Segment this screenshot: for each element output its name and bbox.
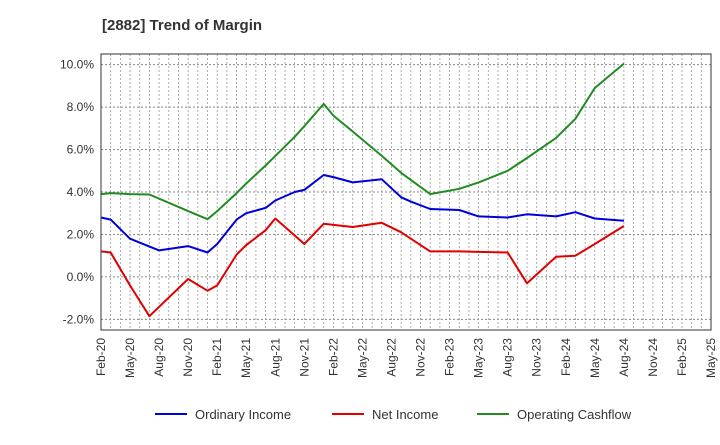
x-tick-label: Feb-25: [675, 338, 689, 376]
y-tick-label: 10.0%: [60, 58, 94, 72]
legend-label-operating-cashflow: Operating Cashflow: [517, 407, 632, 422]
series-lines: [100, 62, 625, 318]
x-tick-label: Nov-20: [181, 338, 195, 377]
x-tick-label: Feb-23: [443, 338, 457, 376]
x-tick-label: Nov-22: [414, 338, 428, 377]
series-line-operating-cashflow: [100, 62, 625, 221]
x-tick-label: May-20: [123, 338, 137, 378]
y-tick-label: 0.0%: [67, 270, 95, 284]
legend: Ordinary Income Net Income Operating Cashf…: [155, 407, 632, 422]
x-tick-label: Aug-20: [152, 338, 166, 377]
y-tick-label: -2.0%: [63, 312, 95, 326]
x-tick-label: Aug-21: [268, 338, 282, 377]
x-tick-label: May-21: [239, 338, 253, 378]
x-tick-label: May-25: [704, 338, 718, 378]
x-tick-label: May-22: [355, 338, 369, 378]
x-tick-label: Aug-24: [617, 338, 631, 377]
x-tick-label: May-23: [472, 338, 486, 378]
x-tick-label: Feb-21: [210, 338, 224, 376]
x-axis-ticks: Feb-20 May-20 Aug-20 Nov-20 Feb-21 May-21 Aug-…: [94, 338, 718, 378]
x-tick-label: Aug-23: [501, 338, 515, 377]
y-axis-ticks: -2.0% 0.0% 2.0% 4.0% 6.0% 8.0% 10.0%: [60, 58, 94, 327]
legend-label-ordinary-income: Ordinary Income: [195, 407, 291, 422]
x-tick-label: Aug-22: [384, 338, 398, 377]
plot-frame: [100, 53, 712, 331]
x-tick-label: Feb-24: [559, 338, 573, 376]
series-line-net-income: [100, 217, 625, 318]
y-tick-label: 8.0%: [67, 100, 95, 114]
x-tick-label: Feb-22: [326, 338, 340, 376]
y-tick-label: 4.0%: [67, 185, 95, 199]
x-tick-label: Nov-23: [530, 338, 544, 377]
series-line-ordinary-income: [100, 174, 624, 254]
legend-label-net-income: Net Income: [372, 407, 438, 422]
x-tick-label: Feb-20: [94, 338, 108, 376]
y-tick-label: 2.0%: [67, 227, 95, 241]
chart-title: [2882] Trend of Margin: [102, 17, 262, 34]
grid: [100, 54, 712, 330]
x-tick-label: Nov-24: [646, 338, 660, 377]
y-tick-label: 6.0%: [67, 143, 95, 157]
x-tick-label: May-24: [588, 338, 602, 378]
x-tick-label: Nov-21: [297, 338, 311, 377]
